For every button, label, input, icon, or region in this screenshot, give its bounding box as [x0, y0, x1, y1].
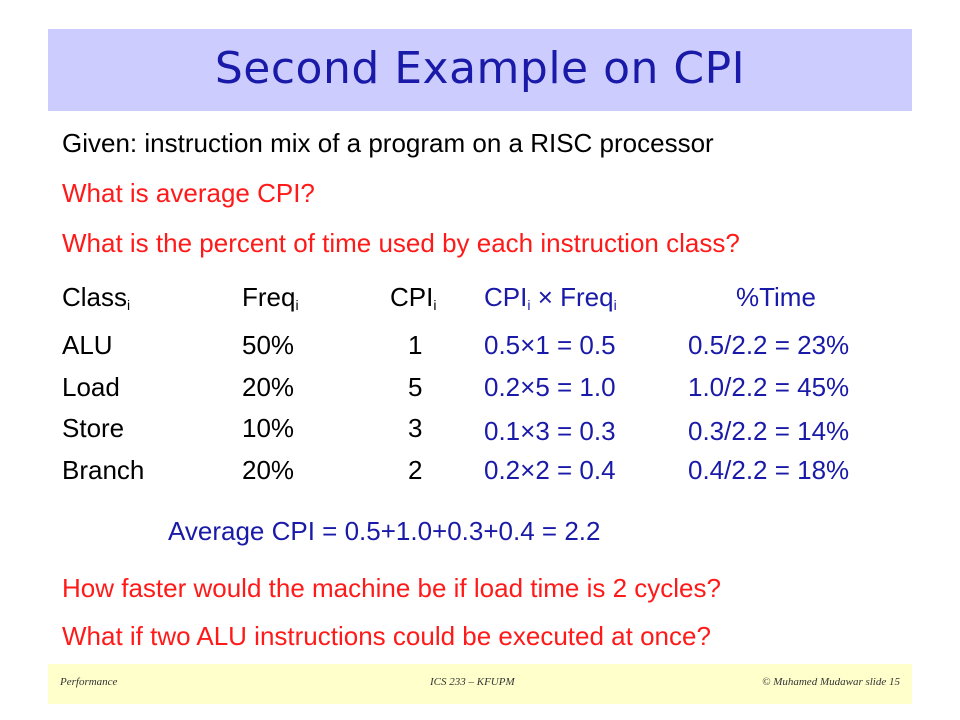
header-class: Classi: [62, 282, 131, 313]
row-freq: 10%: [242, 413, 295, 443]
row-product: 0.5×1 = 0.5: [484, 330, 616, 360]
header-cpi-times-freq: CPIi × Freqi: [484, 282, 617, 313]
row-class: Store: [62, 413, 125, 443]
question-alu-dual-issue: What if two ALU instructions could be ex…: [62, 621, 711, 651]
row-time: 0.4/2.2 = 18%: [688, 455, 850, 485]
row-product: 0.2×5 = 1.0: [484, 372, 616, 402]
row-freq: 20%: [242, 455, 295, 485]
header-freq: Freqi: [242, 282, 299, 313]
average-cpi-result: Average CPI = 0.5+1.0+0.3+0.4 = 2.2: [168, 516, 601, 546]
row-cpi: 2: [408, 455, 423, 485]
row-freq: 50%: [242, 330, 295, 360]
footer-course: ICS 233 – KFUPM: [430, 676, 515, 688]
row-time: 0.3/2.2 = 14%: [688, 416, 850, 446]
row-cpi: 1: [408, 330, 423, 360]
row-cpi: 3: [408, 413, 423, 443]
row-time: 0.5/2.2 = 23%: [688, 330, 850, 360]
question-average-cpi: What is average CPI?: [62, 178, 315, 208]
slide-title: Second Example on CPI: [214, 43, 746, 94]
row-product: 0.2×2 = 0.4: [484, 455, 616, 485]
row-class: Load: [62, 372, 120, 402]
header-percent-time: %Time: [736, 282, 816, 312]
row-time: 1.0/2.2 = 45%: [688, 372, 850, 402]
title-bar: Second Example on CPI: [48, 29, 912, 111]
row-freq: 20%: [242, 372, 295, 402]
row-class: Branch: [62, 455, 145, 485]
row-class: ALU: [62, 330, 113, 360]
row-product: 0.1×3 = 0.3: [484, 416, 616, 446]
question-percent-time: What is the percent of time used by each…: [62, 228, 740, 258]
given-text: Given: instruction mix of a program on a…: [62, 128, 714, 158]
row-cpi: 5: [408, 372, 423, 402]
header-cpi: CPIi: [390, 282, 437, 313]
slide-footer: Performance ICS 233 – KFUPM © Muhamed Mu…: [48, 664, 912, 704]
footer-author-slide: © Muhamed Mudawar slide 15: [762, 676, 900, 688]
footer-topic: Performance: [60, 676, 118, 688]
question-load-speedup: How faster would the machine be if load …: [62, 573, 721, 603]
